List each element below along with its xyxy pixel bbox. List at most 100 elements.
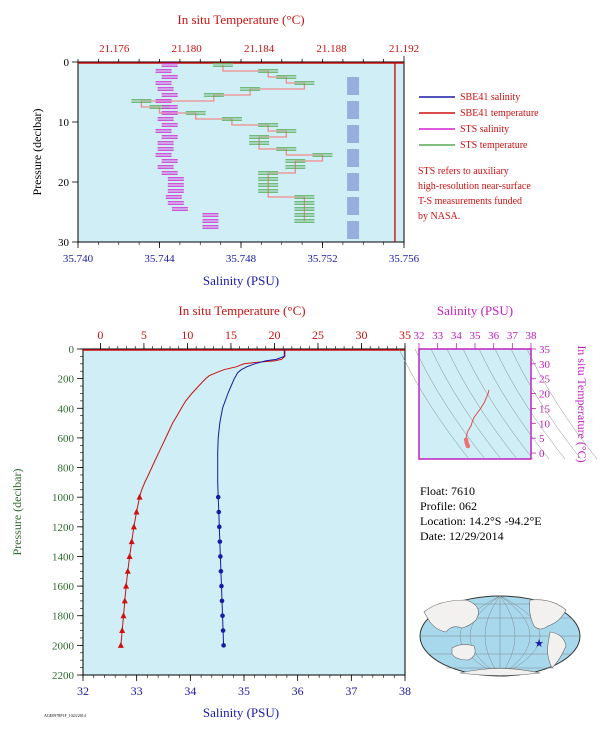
ts-right-tick-label: 20 (539, 389, 551, 401)
salinity-marker (218, 554, 223, 559)
salinity-marker (220, 613, 225, 619)
ts-top-tick-label: 35 (470, 330, 482, 342)
upper-top-axis-label: In situ Temperature (°C) (177, 12, 304, 27)
upper-bottom-tick-label: 35.752 (307, 253, 337, 265)
ts-right-tick-label: 25 (539, 374, 551, 386)
main-left-tick-label: 1400 (52, 551, 75, 563)
legend: SBE41 salinity SBE41 temperature STS sal… (419, 92, 539, 151)
land-australia (451, 644, 476, 661)
upper-left-tick-label: 20 (58, 177, 70, 189)
main-panel: 0 5 10 15 20 25 30 35 32 33 34 35 36 37 38 0 200 400 600 80… (10, 303, 411, 720)
ts-contour-line (494, 348, 566, 460)
main-left-tick-label: 1000 (52, 492, 75, 504)
upper-bottom-tick-label: 35.756 (389, 253, 420, 265)
upper-top-tick-label: 21.188 (316, 43, 347, 55)
main-top-tick-label: 35 (399, 328, 411, 342)
upper-bottom-tick-label: 35.740 (63, 253, 94, 265)
upper-top-tick-label: 21.176 (99, 43, 130, 55)
main-bottom-tick-label: 33 (131, 684, 143, 698)
legend-label-sbe-salinity: SBE41 salinity (460, 92, 520, 103)
ts-right-tick-label: 5 (539, 433, 545, 445)
main-left-tick-label: 2200 (52, 670, 75, 682)
ts-contour-line (510, 348, 582, 460)
ts-top-tick-label: 38 (526, 330, 538, 342)
main-top-tick-label: 10 (181, 328, 193, 342)
upper-top-tick-label: 21.180 (172, 43, 203, 55)
ts-right-tick-label: 0 (539, 448, 545, 460)
legend-label-sts-salinity: STS salinity (460, 124, 509, 135)
ts-contour-line (398, 348, 470, 460)
salinity-marker (219, 583, 224, 589)
temperature-marker (133, 508, 140, 515)
temperature-marker (120, 612, 127, 619)
sts-note: STS refers to auxiliary high-resolution … (418, 166, 531, 222)
ts-axes: 32 33 34 35 36 37 38 0 5 10 15 20 25 30 35 (414, 330, 551, 460)
main-left-tick-label: 200 (58, 374, 75, 386)
main-top-tick-label: 15 (225, 328, 237, 342)
main-bottom-tick-label: 34 (184, 684, 196, 698)
ts-right-tick-label: 15 (539, 403, 551, 415)
salinity-marker (215, 494, 221, 500)
profile-date: Date: 12/29/2014 (420, 529, 504, 543)
temperature-marker (124, 567, 131, 574)
temperature-marker (123, 582, 130, 589)
ts-top-tick-label: 37 (507, 330, 519, 342)
main-top-axis-label: In situ Temperature (°C) (178, 303, 305, 318)
salinity-marker (218, 568, 224, 574)
main-left-axis-label: Pressure (decibar) (10, 469, 24, 556)
upper-left-tick-label: 0 (64, 57, 70, 69)
ts-data-layer (398, 348, 598, 460)
salinity-marker (217, 539, 223, 544)
map-land (423, 599, 567, 676)
upper-top-tick-label: 21.184 (244, 43, 275, 55)
ts-diagram-panel: 32 33 34 35 36 37 38 0 5 10 15 20 25 30 35 Salinity (P… (398, 303, 598, 463)
sts-note-line-3: T-S measurements funded (418, 196, 522, 207)
salinity-marker (216, 509, 222, 515)
salinity-marker (221, 643, 226, 648)
temperature-marker (130, 523, 137, 530)
main-left-tick-label: 2000 (52, 640, 75, 652)
ts-contour-line (478, 348, 550, 460)
main-plot-area (82, 348, 406, 676)
sts-note-line-4: by NASA. (418, 211, 460, 222)
world-map: ★ (419, 595, 581, 677)
main-bottom-tick-label: 36 (292, 684, 304, 698)
sts-note-line-1: STS refers to auxiliary (418, 166, 509, 177)
salinity-marker (217, 524, 222, 530)
temperature-marker (126, 552, 133, 559)
ts-top-tick-label: 34 (451, 330, 463, 342)
sts-note-line-2: high-resolution near-surface (418, 181, 531, 192)
ts-top-axis-label: Salinity (PSU) (437, 303, 513, 318)
main-top-tick-label: 25 (312, 328, 324, 342)
main-left-tick-label: 1200 (52, 522, 75, 534)
float-location-star-icon: ★ (534, 638, 544, 650)
temperature-marker (121, 597, 128, 604)
land-asia (423, 599, 479, 633)
main-left-tick-label: 0 (69, 344, 75, 356)
ts-top-tick-label: 33 (432, 330, 444, 342)
land-north-america (529, 599, 567, 630)
temperature-marker (119, 627, 126, 634)
upper-axes: 21.176 21.180 21.184 21.188 21.192 35.740 35.7… (58, 43, 420, 265)
profile-number: Profile: 062 (420, 499, 477, 513)
main-bottom-tick-label: 35 (238, 684, 250, 698)
upper-data-layer (78, 62, 404, 242)
upper-left-tick-label: 30 (58, 237, 70, 249)
main-data-layer (83, 349, 405, 648)
ts-right-tick-label: 30 (539, 359, 551, 371)
footer-code: AGE0978P1F_1023/2014 (44, 713, 86, 718)
ts-right-tick-label: 10 (539, 418, 551, 430)
salinity-profile-line (217, 349, 285, 646)
legend-label-sts-temperature: STS temperature (460, 140, 528, 151)
main-left-tick-label: 600 (58, 433, 75, 445)
float-location: Location: 14.2°S -94.2°E (420, 514, 542, 528)
main-bottom-tick-label: 38 (399, 684, 411, 698)
main-top-tick-label: 0 (97, 328, 103, 342)
salinity-marker (220, 628, 226, 633)
ts-contour-line (446, 348, 518, 460)
land-antarctica (459, 668, 541, 676)
salinity-marker (219, 598, 225, 604)
float-info: Float: 7610 Profile: 062 Location: 14.2°… (420, 484, 542, 543)
main-left-tick-label: 1600 (52, 581, 75, 593)
